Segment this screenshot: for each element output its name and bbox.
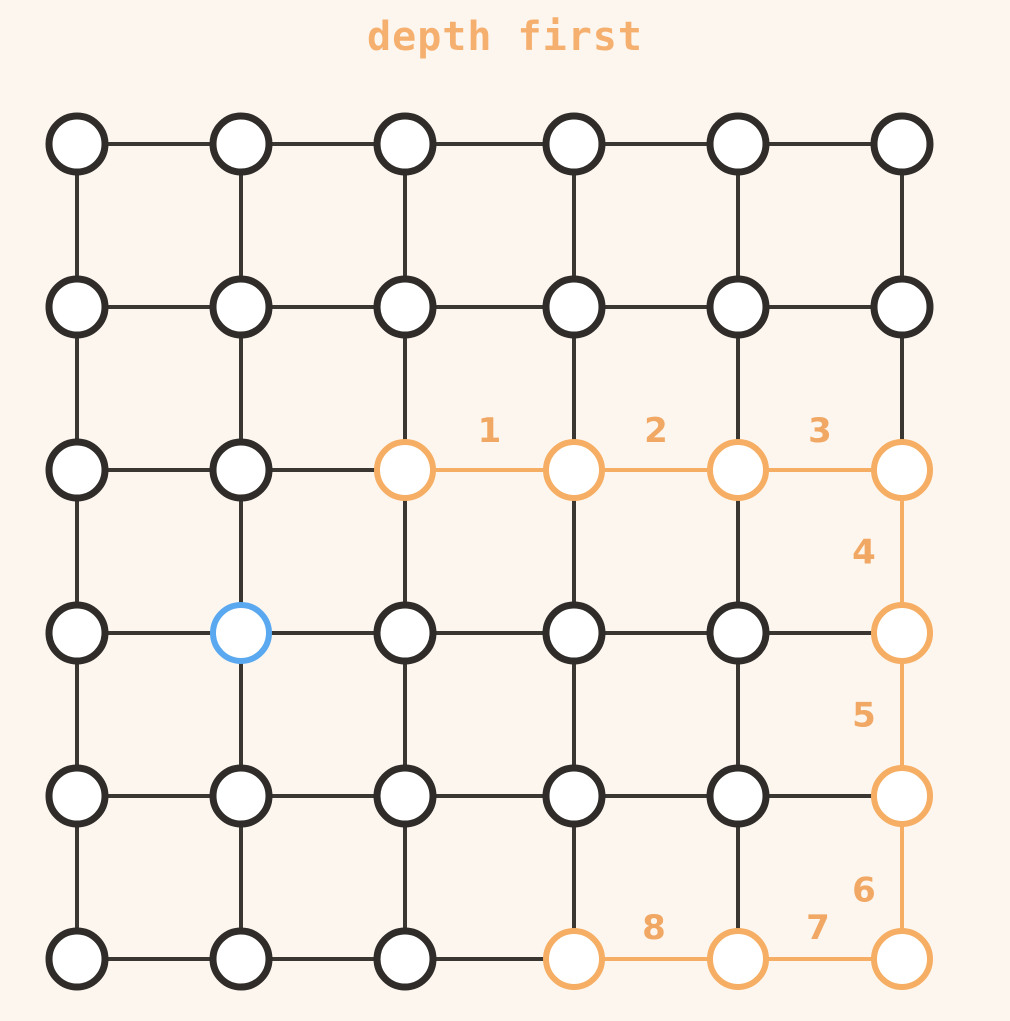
grid-node	[45, 601, 109, 665]
visited-node	[707, 928, 769, 990]
grid-node	[542, 112, 606, 176]
grid-node	[542, 275, 606, 339]
grid-node	[45, 112, 109, 176]
step-label: 7	[806, 908, 830, 948]
grid-node	[373, 601, 437, 665]
step-label: 2	[644, 411, 668, 451]
visited-node	[871, 439, 933, 501]
grid-node	[209, 764, 273, 828]
visited-node	[871, 765, 933, 827]
visited-node	[543, 928, 605, 990]
step-label: 5	[852, 696, 876, 736]
grid-node	[209, 927, 273, 991]
visited-node	[374, 439, 436, 501]
visited-node	[707, 439, 769, 501]
diagram-title: depth first	[367, 14, 643, 60]
edges-layer	[75, 142, 904, 961]
grid-node	[870, 275, 934, 339]
grid-node	[870, 112, 934, 176]
visited-node	[871, 602, 933, 664]
step-label: 1	[478, 411, 502, 451]
grid-node	[45, 275, 109, 339]
grid-node	[542, 601, 606, 665]
grid-node	[373, 112, 437, 176]
grid-node	[373, 927, 437, 991]
grid-node	[706, 601, 770, 665]
grid-node	[209, 438, 273, 502]
path-edges-layer	[405, 468, 904, 961]
step-label: 3	[808, 411, 832, 451]
step-labels-layer: 1 2 3 4 5 67 8	[478, 411, 876, 948]
visited-node	[543, 439, 605, 501]
grid-node	[373, 764, 437, 828]
start-node	[210, 602, 272, 664]
grid-node	[542, 764, 606, 828]
grid-node	[45, 764, 109, 828]
step-label: 4	[852, 533, 876, 573]
grid-node	[706, 112, 770, 176]
grid-node	[209, 275, 273, 339]
visited-node	[871, 928, 933, 990]
grid-node	[706, 764, 770, 828]
grid-node	[45, 438, 109, 502]
grid-node	[373, 275, 437, 339]
grid-node	[706, 275, 770, 339]
nodes-layer	[45, 112, 934, 991]
step-label: 6	[852, 871, 876, 911]
grid-node	[209, 112, 273, 176]
grid-node	[45, 927, 109, 991]
step-label: 8	[642, 908, 666, 948]
